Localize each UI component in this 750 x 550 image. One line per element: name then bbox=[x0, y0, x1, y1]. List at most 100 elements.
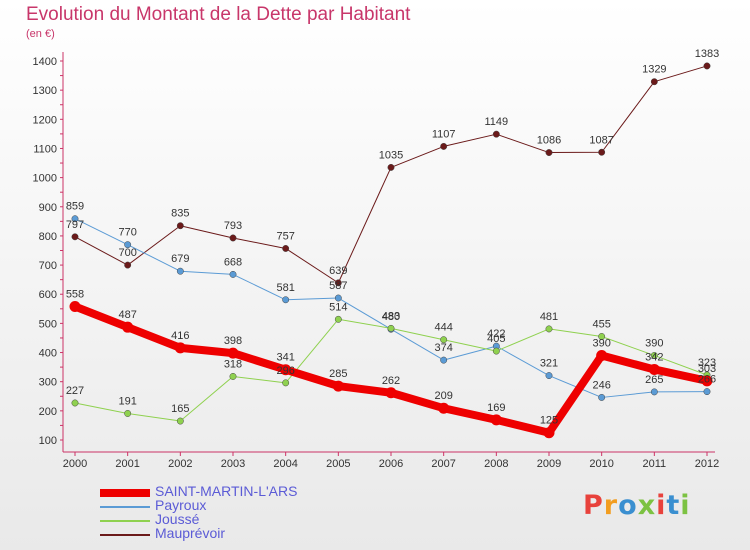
data-point-jouss bbox=[334, 315, 342, 323]
legend-swatch bbox=[100, 506, 150, 508]
data-label-payroux: 581 bbox=[276, 282, 294, 294]
data-label-saint-martin-l-ars: 558 bbox=[66, 288, 84, 300]
data-point-payroux bbox=[282, 296, 290, 304]
data-label-maupr-voir: 1087 bbox=[589, 134, 613, 146]
data-point-jouss bbox=[71, 399, 79, 407]
series-line-payroux bbox=[74, 218, 708, 398]
data-label-maupr-voir: 639 bbox=[329, 265, 347, 277]
data-label-jouss: 481 bbox=[540, 311, 558, 323]
data-label-payroux: 374 bbox=[434, 342, 452, 354]
data-point-maupr-voir bbox=[440, 142, 448, 150]
legend-label: Mauprévoir bbox=[155, 525, 226, 541]
y-tick-label: 1400 bbox=[33, 56, 57, 68]
data-label-saint-martin-l-ars: 262 bbox=[382, 375, 400, 387]
data-label-jouss: 390 bbox=[645, 337, 663, 349]
data-point-maupr-voir bbox=[650, 78, 658, 86]
x-tick-label: 2010 bbox=[589, 458, 613, 470]
data-label-jouss: 444 bbox=[434, 322, 452, 334]
x-tick-label: 2000 bbox=[63, 458, 87, 470]
logo-letter: o bbox=[618, 490, 638, 521]
data-label-maupr-voir: 1149 bbox=[485, 116, 509, 128]
data-label-maupr-voir: 700 bbox=[118, 247, 136, 259]
data-point-maupr-voir bbox=[334, 279, 342, 287]
y-tick-label: 1200 bbox=[33, 114, 57, 126]
legend-swatch bbox=[100, 520, 150, 522]
data-point-maupr-voir bbox=[124, 261, 132, 269]
y-tick-label: 700 bbox=[39, 260, 57, 272]
logo-letter: i bbox=[656, 490, 667, 521]
data-label-saint-martin-l-ars: 169 bbox=[487, 402, 505, 414]
y-tick-label: 1300 bbox=[33, 85, 57, 97]
data-label-saint-martin-l-ars: 390 bbox=[592, 337, 610, 349]
data-label-payroux: 246 bbox=[592, 379, 610, 391]
y-tick-label: 500 bbox=[39, 318, 57, 330]
y-tick-label: 300 bbox=[39, 377, 57, 389]
y-tick-label: 1000 bbox=[33, 173, 57, 185]
legend-label: SAINT-MARTIN-L'ARS bbox=[155, 483, 298, 499]
data-label-jouss: 191 bbox=[118, 395, 136, 407]
data-point-saint-martin-l-ars bbox=[490, 414, 502, 426]
data-label-payroux: 668 bbox=[224, 256, 242, 268]
data-point-maupr-voir bbox=[387, 163, 395, 171]
logo-letter: x bbox=[637, 490, 657, 521]
data-label-maupr-voir: 835 bbox=[171, 208, 189, 220]
data-point-payroux bbox=[703, 388, 711, 396]
data-label-jouss: 514 bbox=[329, 301, 347, 313]
x-tick-label: 2011 bbox=[643, 458, 667, 470]
data-point-payroux bbox=[334, 294, 342, 302]
data-point-payroux bbox=[176, 267, 184, 275]
data-point-payroux bbox=[440, 356, 448, 364]
data-label-maupr-voir: 1086 bbox=[537, 135, 561, 147]
data-label-saint-martin-l-ars: 342 bbox=[645, 351, 663, 363]
x-tick-label: 2012 bbox=[695, 458, 719, 470]
data-point-payroux bbox=[229, 270, 237, 278]
data-point-jouss bbox=[387, 324, 395, 332]
data-point-maupr-voir bbox=[176, 222, 184, 230]
data-label-jouss: 227 bbox=[66, 385, 84, 397]
data-point-payroux bbox=[124, 241, 132, 249]
legend-label: Payroux bbox=[155, 497, 207, 513]
proxiti-logo: Proxiti bbox=[583, 490, 691, 521]
y-tick-label: 200 bbox=[39, 406, 57, 418]
data-point-maupr-voir bbox=[545, 149, 553, 156]
data-label-jouss: 318 bbox=[224, 358, 242, 370]
data-label-saint-martin-l-ars: 341 bbox=[276, 352, 294, 364]
data-label-saint-martin-l-ars: 303 bbox=[698, 363, 716, 375]
y-tick-label: 900 bbox=[39, 202, 57, 214]
data-point-jouss bbox=[492, 347, 500, 355]
data-point-maupr-voir bbox=[229, 234, 237, 242]
data-label-jouss: 483 bbox=[382, 310, 400, 322]
x-tick-label: 2004 bbox=[273, 458, 297, 470]
data-point-maupr-voir bbox=[71, 233, 79, 241]
data-label-jouss: 455 bbox=[592, 319, 610, 331]
data-label-jouss: 405 bbox=[487, 333, 505, 345]
series-line-maupr-voir bbox=[74, 65, 708, 284]
data-point-payroux bbox=[71, 215, 79, 223]
y-tick-label: 800 bbox=[39, 231, 57, 243]
data-point-saint-martin-l-ars bbox=[174, 342, 186, 354]
logo-letter: i bbox=[680, 490, 691, 521]
data-point-saint-martin-l-ars bbox=[332, 380, 344, 392]
y-tick-label: 100 bbox=[39, 435, 57, 447]
data-label-jouss: 296 bbox=[276, 365, 294, 377]
data-label-maupr-voir: 1035 bbox=[379, 149, 403, 161]
data-point-jouss bbox=[440, 336, 448, 344]
data-label-maupr-voir: 1329 bbox=[642, 64, 666, 76]
data-point-payroux bbox=[650, 388, 658, 396]
x-tick-label: 2007 bbox=[431, 458, 455, 470]
data-label-payroux: 422 bbox=[487, 328, 505, 340]
data-label-maupr-voir: 793 bbox=[224, 220, 242, 232]
data-point-saint-martin-l-ars bbox=[701, 375, 713, 387]
data-label-maupr-voir: 757 bbox=[276, 230, 294, 242]
data-point-jouss bbox=[650, 352, 658, 359]
data-point-jouss bbox=[545, 325, 553, 333]
logo-letter: t bbox=[666, 490, 681, 521]
data-point-saint-martin-l-ars bbox=[385, 387, 397, 399]
data-label-maupr-voir: 797 bbox=[66, 219, 84, 231]
legend-swatch bbox=[100, 489, 150, 497]
data-label-payroux: 770 bbox=[118, 227, 136, 239]
x-tick-label: 2009 bbox=[537, 458, 561, 470]
data-label-payroux: 480 bbox=[382, 311, 400, 323]
x-tick-label: 2002 bbox=[168, 458, 192, 470]
